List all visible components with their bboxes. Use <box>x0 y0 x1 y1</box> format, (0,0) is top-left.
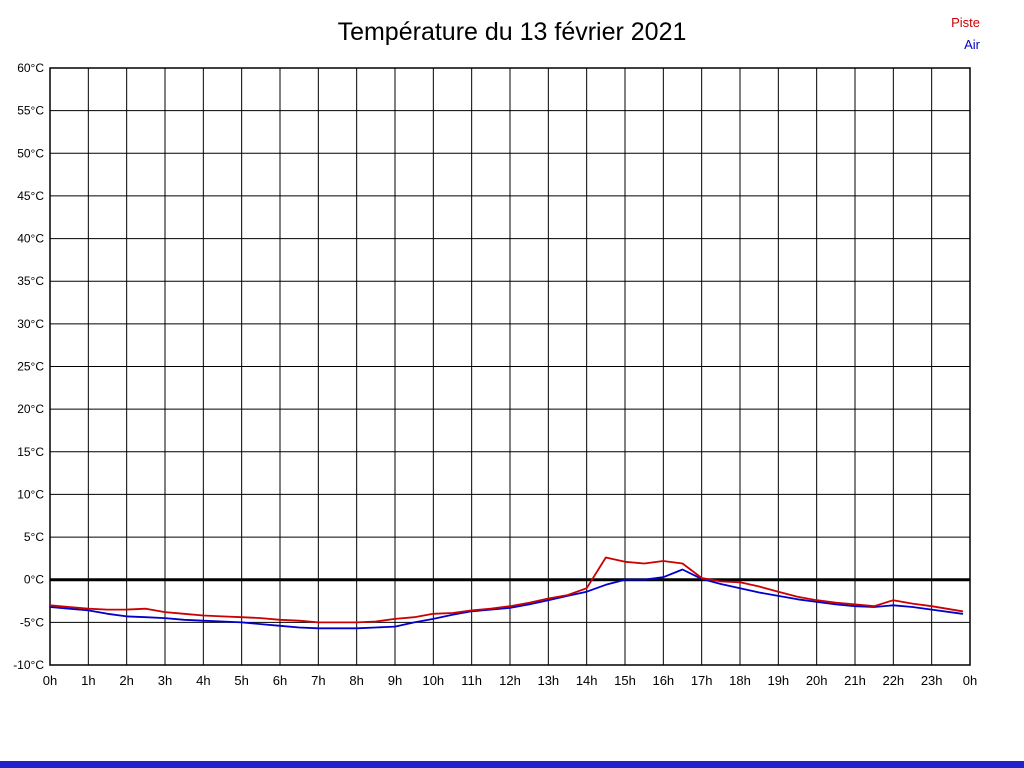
plot-border <box>49 67 971 666</box>
y-tick-label: 35°C <box>17 274 44 288</box>
y-tick-label: 5°C <box>24 530 44 544</box>
y-tick-label: 55°C <box>17 104 44 118</box>
x-tick-label: 17h <box>691 673 713 688</box>
x-tick-label: 9h <box>388 673 402 688</box>
x-tick-label: 8h <box>349 673 363 688</box>
x-tick-label: 0h <box>963 673 977 688</box>
x-tick-label: 13h <box>537 673 559 688</box>
y-tick-label: 10°C <box>17 487 44 501</box>
x-tick-label: 11h <box>461 673 482 688</box>
x-tick-label: 15h <box>614 673 636 688</box>
x-tick-label: 21h <box>844 673 866 688</box>
chart-legend: Piste Air <box>951 12 980 56</box>
y-tick-label: 30°C <box>17 317 44 331</box>
x-tick-label: 16h <box>652 673 674 688</box>
x-tick-label: 3h <box>158 673 172 688</box>
y-tick-label: 15°C <box>17 445 44 459</box>
x-tick-label: 18h <box>729 673 751 688</box>
chart-title: Température du 13 février 2021 <box>337 18 687 46</box>
legend-piste-label: Piste <box>951 15 980 30</box>
x-tick-label: 22h <box>882 673 904 688</box>
y-tick-label: 25°C <box>17 360 44 374</box>
y-tick-label: 0°C <box>24 573 44 587</box>
legend-air-label: Air <box>964 37 980 53</box>
x-tick-label: 5h <box>234 673 248 688</box>
x-tick-label: 4h <box>196 673 210 688</box>
x-tick-label: 10h <box>422 673 444 688</box>
y-tick-label: -10°C <box>13 658 44 672</box>
x-tick-label: 1h <box>81 673 95 688</box>
x-tick-label: 7h <box>311 673 325 688</box>
y-tick-label: 20°C <box>17 402 44 416</box>
series-piste-line <box>49 556 964 624</box>
y-tick-label: 60°C <box>17 61 44 75</box>
x-tick-label: 6h <box>273 673 287 688</box>
y-tick-label: 50°C <box>17 146 44 160</box>
x-tick-label: 19h <box>767 673 789 688</box>
x-tick-label: 23h <box>921 673 943 688</box>
window-bottom-bar <box>0 761 1024 768</box>
x-tick-label: 14h <box>576 673 598 688</box>
x-tick-label: 2h <box>119 673 133 688</box>
y-tick-label: 45°C <box>17 189 44 203</box>
x-tick-label: 0h <box>43 673 57 688</box>
series-air-line <box>49 568 964 630</box>
x-tick-label: 20h <box>806 673 828 688</box>
y-tick-label: 40°C <box>17 232 44 246</box>
y-tick-label: -5°C <box>20 615 44 629</box>
x-tick-label: 12h <box>499 673 521 688</box>
